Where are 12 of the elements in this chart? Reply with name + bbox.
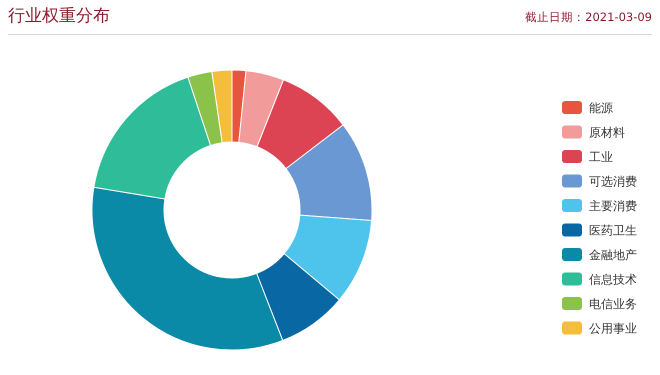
chart-subtitle: 截止日期：2021-03-09 <box>525 10 652 24</box>
legend-label: 主要消费 <box>589 199 637 213</box>
legend-label: 公用事业 <box>589 322 637 336</box>
legend-label: 医药卫生 <box>589 224 637 238</box>
chart-title: 行业权重分布 <box>8 6 110 26</box>
legend-label: 能源 <box>589 101 613 115</box>
legend-label: 工业 <box>589 150 613 164</box>
legend-label: 可选消费 <box>589 174 637 188</box>
legend-label: 信息技术 <box>589 272 637 286</box>
legend-label: 电信业务 <box>589 297 637 311</box>
legend-label: 原材料 <box>589 126 625 140</box>
legend-label: 金融地产 <box>589 248 637 262</box>
